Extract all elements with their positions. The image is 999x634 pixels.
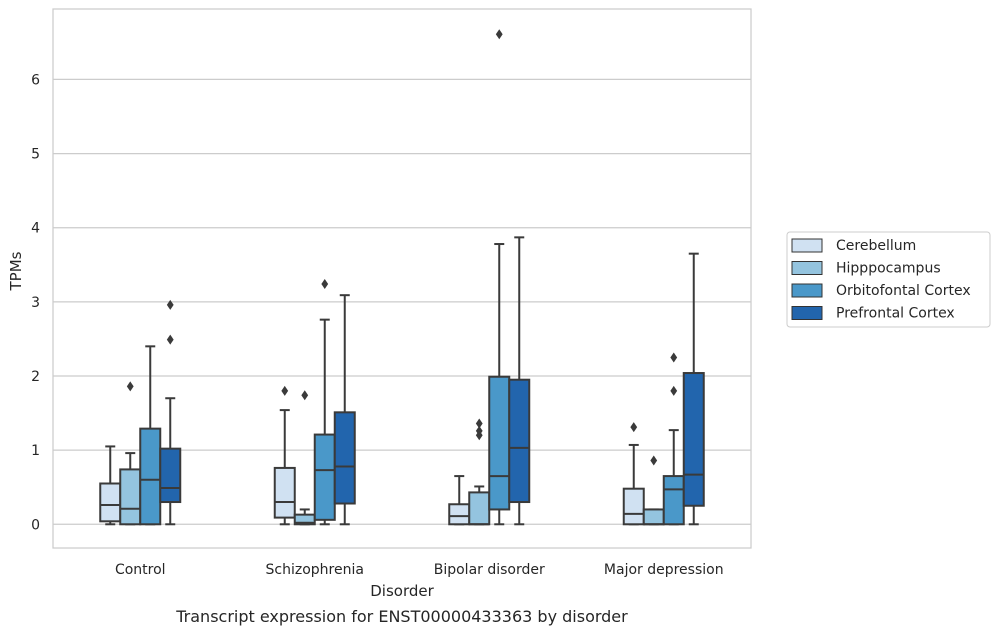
outlier-marker bbox=[650, 455, 658, 466]
box-1-2 bbox=[468, 418, 491, 526]
box-iqr bbox=[313, 433, 336, 521]
box-3-0 bbox=[159, 299, 182, 526]
legend-frame bbox=[786, 231, 991, 328]
legend-label: Prefrontal Cortex bbox=[836, 306, 955, 322]
chart-caption: Transcript expression for ENST0000043336… bbox=[175, 607, 628, 626]
y-tick-label: 0 bbox=[31, 517, 40, 533]
legend: Cerebellum Hipppocampus Orbitofontal Corte… bbox=[786, 231, 991, 328]
y-tick-label: 5 bbox=[31, 147, 40, 163]
x-tick-label: Control bbox=[115, 562, 166, 578]
box-iqr bbox=[642, 508, 665, 526]
legend-label: Cerebellum bbox=[836, 238, 916, 254]
x-tick-label: Major depression bbox=[604, 562, 724, 578]
box-iqr bbox=[119, 468, 142, 526]
box-2-2 bbox=[488, 29, 511, 526]
legend-swatch bbox=[791, 238, 823, 253]
legend-label: Hipppocampus bbox=[836, 261, 941, 277]
y-tick-label: 3 bbox=[31, 295, 40, 311]
box-iqr bbox=[468, 491, 491, 526]
box-iqr bbox=[448, 503, 471, 526]
y-axis-label: TPMs bbox=[7, 251, 25, 291]
outlier-marker bbox=[126, 381, 134, 392]
outlier-marker bbox=[670, 385, 678, 396]
y-tick-labels: 0 1 2 3 4 5 6 bbox=[31, 72, 40, 533]
x-tick-label: Bipolar disorder bbox=[434, 562, 545, 578]
box-iqr bbox=[99, 482, 122, 523]
box-iqr bbox=[488, 375, 511, 511]
box-3-2 bbox=[508, 236, 531, 526]
box-1-0 bbox=[119, 381, 142, 526]
box-iqr bbox=[682, 372, 705, 507]
y-tick-label: 2 bbox=[31, 369, 40, 385]
legend-swatch bbox=[791, 261, 823, 275]
x-axis-label: Disorder bbox=[370, 582, 434, 600]
box-iqr bbox=[273, 466, 296, 519]
box-iqr bbox=[508, 378, 531, 504]
outlier-marker bbox=[166, 334, 174, 345]
box-0-2 bbox=[448, 475, 471, 526]
outlier-marker bbox=[166, 299, 174, 310]
outlier-marker bbox=[670, 352, 678, 363]
outlier-marker bbox=[281, 385, 289, 396]
legend-swatch bbox=[791, 283, 823, 298]
outlier-marker bbox=[475, 418, 483, 429]
outlier-marker bbox=[321, 279, 329, 290]
box-0-0 bbox=[99, 445, 122, 526]
box-2-1 bbox=[313, 279, 336, 526]
box-iqr bbox=[159, 447, 182, 504]
box-2-3 bbox=[662, 352, 685, 526]
box-1-3 bbox=[642, 455, 665, 526]
box-iqr bbox=[662, 475, 685, 526]
box-0-1 bbox=[273, 385, 296, 526]
outlier-marker bbox=[301, 390, 309, 401]
box-2-0 bbox=[139, 345, 162, 526]
box-0-3 bbox=[622, 422, 645, 526]
box-iqr bbox=[622, 487, 645, 526]
box-iqr bbox=[333, 411, 356, 505]
box-3-3 bbox=[682, 252, 705, 526]
y-tick-label: 1 bbox=[31, 443, 40, 459]
legend-label: Orbitofontal Cortex bbox=[836, 283, 971, 299]
box-iqr bbox=[139, 427, 162, 526]
outlier-marker bbox=[630, 422, 638, 433]
plot-frame bbox=[52, 8, 752, 549]
box-3-1 bbox=[333, 294, 356, 526]
legend-swatch bbox=[791, 306, 823, 320]
x-tick-label: Schizophrenia bbox=[266, 562, 364, 578]
x-tick-labels: Control Schizophrenia Bipolar disorder Majo… bbox=[115, 562, 724, 578]
box-series bbox=[99, 29, 705, 526]
box-1-1 bbox=[293, 390, 316, 526]
y-tick-label: 4 bbox=[31, 221, 40, 237]
outlier-marker bbox=[495, 29, 503, 40]
outlier-marker bbox=[475, 425, 483, 436]
y-tick-label: 6 bbox=[31, 72, 40, 88]
legend-items: Cerebellum Hipppocampus Orbitofontal Corte… bbox=[791, 238, 971, 322]
